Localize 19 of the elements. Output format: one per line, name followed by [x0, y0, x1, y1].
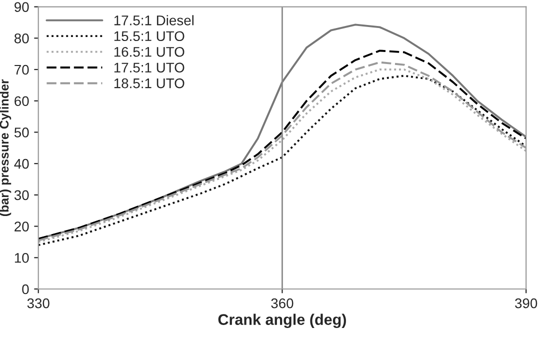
legend-label: 16.5:1 UTO: [114, 46, 184, 57]
y-tick-label: 50: [14, 128, 29, 138]
legend-label: 18.5:1 UTO: [114, 78, 184, 88]
y-tick-label: 30: [14, 190, 29, 200]
legend-label: 17.5:1 UTO: [114, 62, 184, 73]
y-tick-label: 70: [14, 64, 29, 75]
y-tick-label: 60: [14, 96, 29, 106]
y-tick-label: 90: [14, 2, 29, 12]
x-tick-label: 360: [271, 298, 294, 308]
y-tick-label: 20: [14, 222, 29, 232]
y-tick-label: 40: [14, 158, 29, 169]
y-tick-label: 80: [14, 33, 29, 44]
x-tick-label: 390: [515, 298, 538, 308]
x-axis-title: Crank angle (deg): [218, 314, 346, 328]
legend-label: 15.5:1 UTO: [114, 31, 184, 42]
legend-label: 17.5:1 Diesel: [114, 15, 194, 26]
y-tick-label: 10: [14, 252, 29, 263]
x-tick-label: 330: [27, 298, 50, 308]
y-tick-label: 0: [22, 284, 29, 294]
